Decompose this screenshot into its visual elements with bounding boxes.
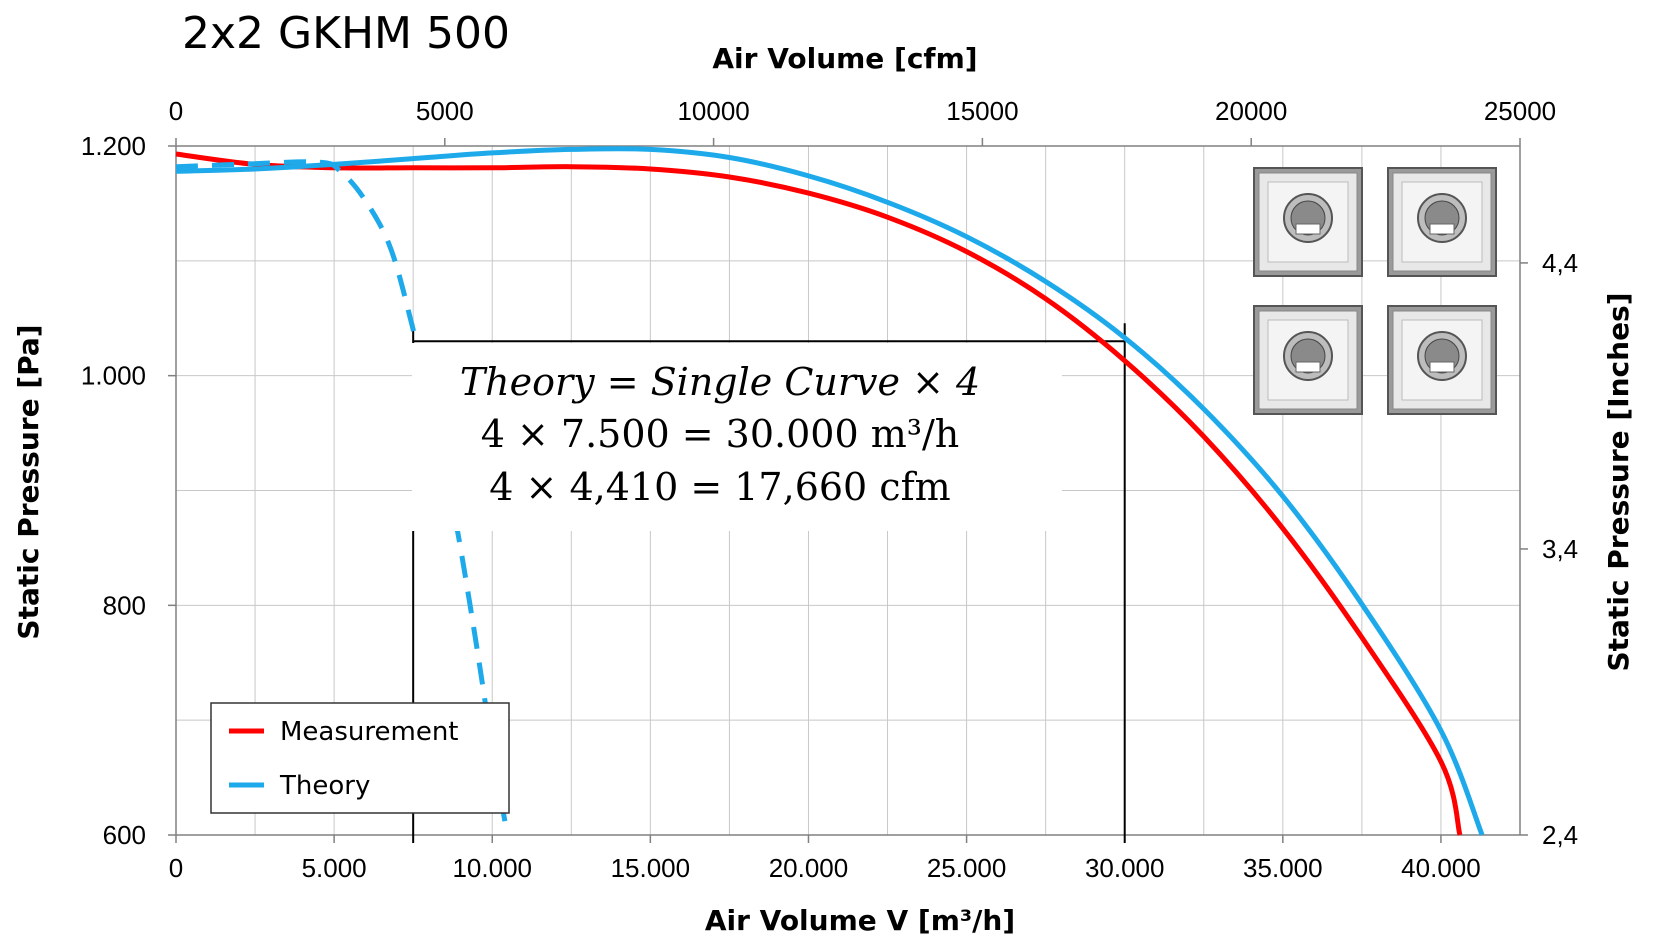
y-tick-label: 800 [103,590,146,620]
chart-title: 2x2 GKHM 500 [182,8,510,59]
x2-tick-label: 15000 [946,96,1018,126]
formula-annotation: Theory = Single Curve × 4 4 × 7.500 = 30… [412,343,1062,531]
x2-tick-label: 20000 [1215,96,1287,126]
legend-label-measurement: Measurement [280,717,459,747]
x-tick-label: 10.000 [452,853,532,883]
left-axis-title: Static Pressure [Pa] [12,324,45,639]
x2-tick-label: 0 [169,96,183,126]
x-tick-label: 35.000 [1243,853,1323,883]
y-tick-label: 1.000 [81,361,146,391]
x2-tick-label: 25000 [1484,96,1556,126]
axes [175,145,1521,836]
formula-line-3: 4 × 4,410 = 17,660 cfm [489,465,950,509]
y2-tick-label: 2,4 [1542,820,1578,850]
fan-unit-icon [1253,305,1363,415]
fan-unit-icon [1387,167,1497,277]
bottom-axis-title: Air Volume V [m³/h] [705,904,1015,937]
series-line-measurement [175,151,1463,836]
x-tick-label: 25.000 [927,853,1007,883]
fan-unit-icon [1387,305,1497,415]
formula-line-2: 4 × 7.500 = 30.000 m³/h [481,412,960,456]
y2-tick-label: 4,4 [1542,248,1578,278]
formula-box [412,343,1062,531]
legend: Measurement Theory [210,702,510,814]
x-tick-label: 40.000 [1401,853,1481,883]
y-tick-label: 600 [103,820,146,850]
x-tick-label: 20.000 [769,853,849,883]
top-axis-title: Air Volume [cfm] [712,42,977,75]
x-tick-label: 15.000 [611,853,691,883]
y-tick-label: 1.200 [81,131,146,161]
series-line-theory [175,146,1485,836]
x-tick-label: 30.000 [1085,853,1165,883]
tick-labels: 0 5.000 10.000 15.000 20.000 25.000 30.000 35.0… [81,96,1578,883]
fan-unit-thumbnails [1253,167,1497,415]
x-tick-label: 0 [169,853,183,883]
y2-tick-label: 3,4 [1542,534,1578,564]
legend-label-theory: Theory [279,771,370,801]
formula-line-1: Theory = Single Curve × 4 [460,360,980,404]
fan-unit-icon [1253,167,1363,277]
x2-tick-label: 5000 [416,96,474,126]
x2-tick-label: 10000 [677,96,749,126]
legend-box [210,702,510,814]
right-axis-title: Static Pressure [Inches] [1602,292,1635,671]
x-tick-label: 5.000 [302,853,367,883]
